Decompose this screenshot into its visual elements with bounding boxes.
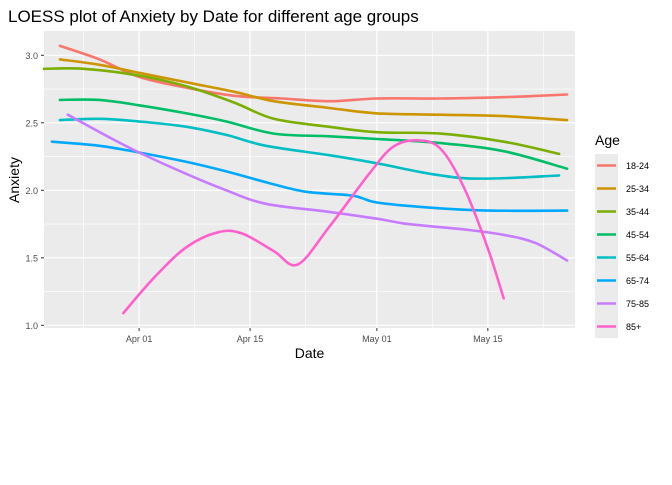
legend: Age 18-24 25-34 35-44 45-54 55-64 65-74 75-85 8… [595, 132, 649, 338]
legend-label: 65-74 [626, 276, 649, 286]
series-lines [42, 44, 569, 315]
x-axis-label: Date [295, 345, 325, 361]
legend-label: 45-54 [626, 230, 649, 240]
series-line-18-24 [58, 44, 569, 103]
y-tick-label: 1.5 [25, 253, 38, 263]
series-line-35-44 [42, 67, 561, 156]
series-line-45-54 [58, 98, 569, 170]
legend-title: Age [595, 132, 620, 148]
y-tick-label: 2.5 [25, 118, 38, 128]
minor-gridlines [44, 31, 575, 328]
series-line-25-34 [58, 58, 569, 122]
x-tick-label: Apr 15 [237, 334, 264, 344]
series-line-85+ [122, 138, 505, 315]
legend-label: 55-64 [626, 253, 649, 263]
x-tick-label: Apr 01 [126, 334, 153, 344]
x-tick-label: May 01 [362, 334, 392, 344]
legend-label: 25-34 [626, 184, 649, 194]
legend-label: 85+ [626, 322, 641, 332]
series-line-75-85 [66, 113, 569, 262]
legend-label: 75-85 [626, 299, 649, 309]
y-tick-label: 3.0 [25, 51, 38, 61]
major-gridlines [44, 31, 575, 328]
y-axis-label: Anxiety [6, 157, 22, 203]
series-line-55-64 [58, 117, 561, 181]
legend-label: 35-44 [626, 207, 649, 217]
y-tick-label: 1.0 [25, 321, 38, 331]
chart-title: LOESS plot of Anxiety by Date for differ… [8, 7, 419, 26]
legend-label: 18-24 [626, 161, 649, 171]
y-axis: 1.0 1.5 2.0 2.5 3.0 [25, 51, 44, 331]
x-tick-label: May 15 [473, 334, 503, 344]
y-tick-label: 2.0 [25, 186, 38, 196]
x-axis: Apr 01 Apr 15 May 01 May 15 [126, 328, 503, 344]
